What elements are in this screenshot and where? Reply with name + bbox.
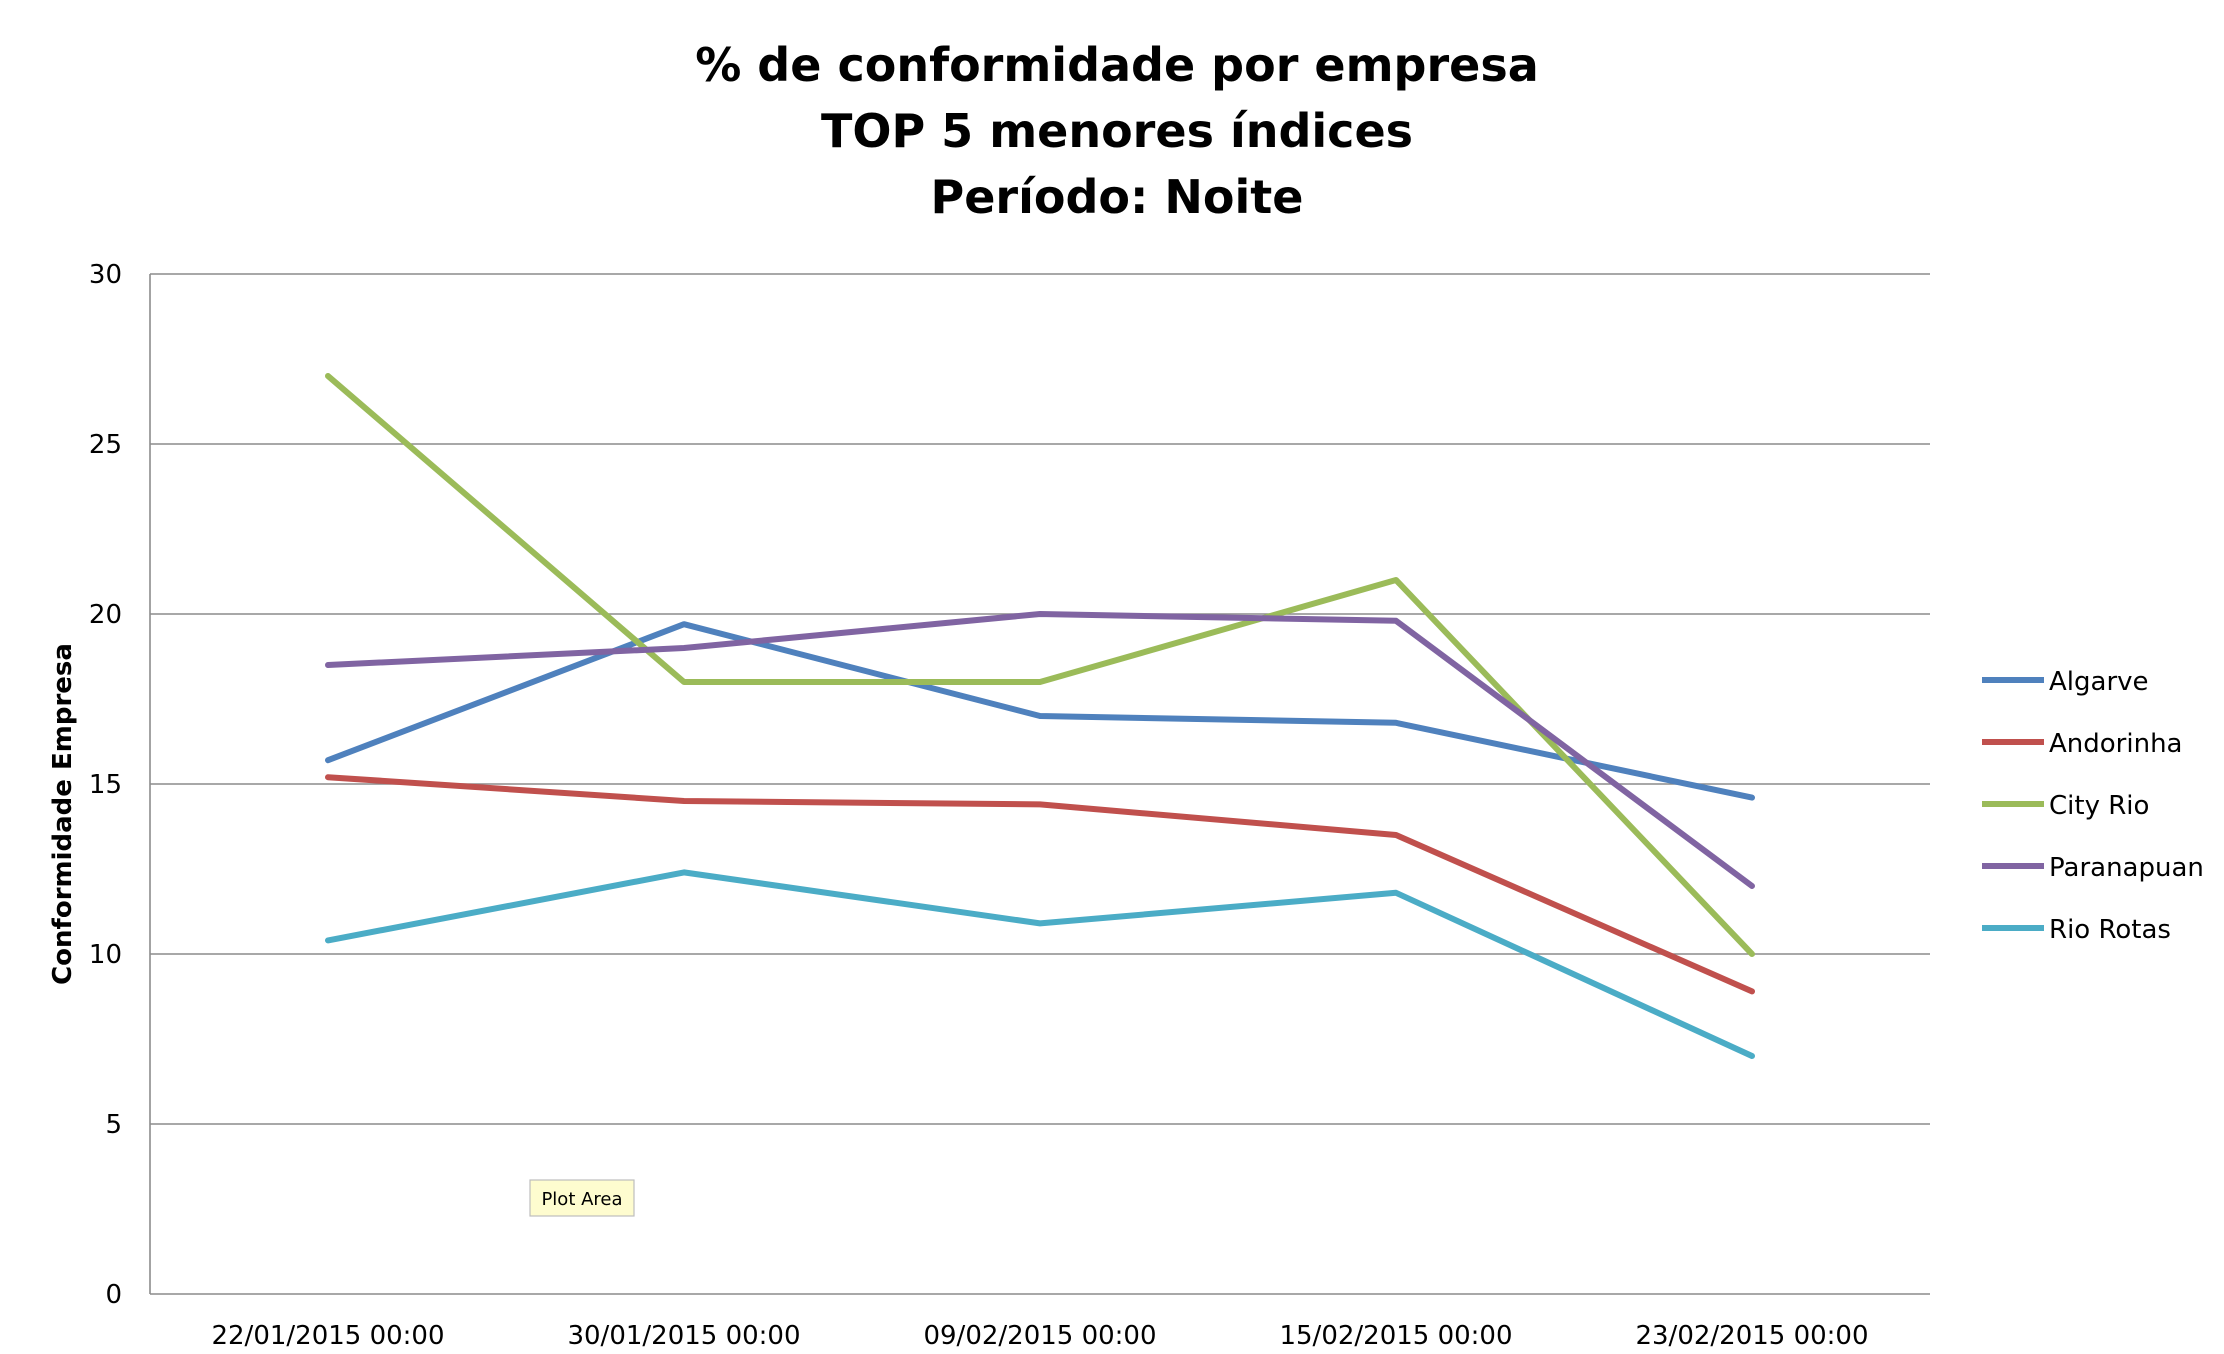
x-tick-labels: 22/01/2015 00:00 30/01/2015 00:00 09/02/20… [211,1321,1868,1351]
chart-title-line-3: Período: Noite [931,170,1304,224]
y-tick-label: 10 [89,940,122,970]
y-tick-label: 0 [105,1280,122,1310]
series-line-algarve [325,621,1755,801]
x-tick-label: 15/02/2015 00:00 [1279,1321,1512,1351]
chart-title-line-1: % de conformidade por empresa [695,38,1539,92]
legend-label: Rio Rotas [2049,915,2171,945]
x-tick-label: 22/01/2015 00:00 [211,1321,444,1351]
x-tick-label: 30/01/2015 00:00 [567,1321,800,1351]
y-tick-label: 5 [105,1110,122,1140]
y-tick-labels: 0 5 10 15 20 25 30 [89,260,122,1310]
series-line-andorinha [325,774,1755,995]
legend-label: Algarve [2049,667,2149,697]
series-line-rio-rotas [325,869,1755,1059]
y-tick-label: 15 [89,770,122,800]
axes [149,274,1930,1295]
tooltip-box [529,1179,635,1217]
series-line-city-rio [325,373,1755,957]
chart-title-line-2: TOP 5 menores índices [821,104,1413,158]
legend-label: Andorinha [2049,729,2182,759]
y-tick-label: 20 [89,600,122,630]
legend: Algarve Andorinha City Rio Paranapuan Rio Ro… [1982,667,2204,945]
legend-label: Paranapuan [2049,853,2204,883]
y-axis-label: Conformidade Empresa [48,643,78,985]
legend-label: City Rio [2049,791,2149,821]
gridlines [150,273,1930,1125]
chart-title: % de conformidade por empresa TOP 5 menor… [695,38,1539,224]
x-tick-label: 09/02/2015 00:00 [923,1321,1156,1351]
y-tick-label: 30 [89,260,122,290]
x-tick-label: 23/02/2015 00:00 [1635,1321,1868,1351]
plot-area-tooltip: Plot Area [529,1179,635,1217]
series-lines [325,373,1755,1059]
y-tick-label: 25 [89,430,122,460]
tooltip-text: Plot Area [541,1189,622,1210]
series-line-paranapuan [325,611,1755,889]
